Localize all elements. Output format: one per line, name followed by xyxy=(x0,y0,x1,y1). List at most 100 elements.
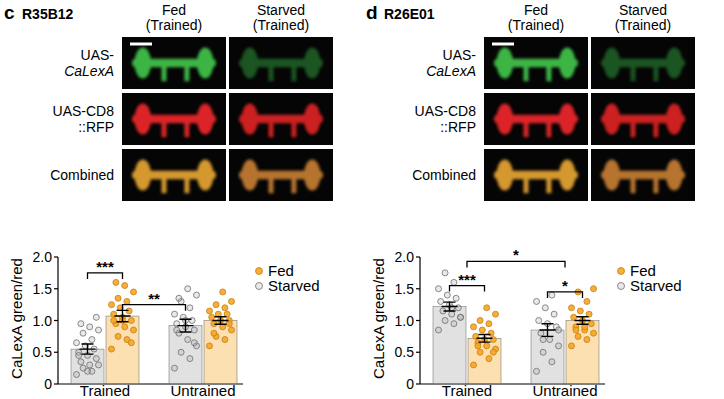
row-label: ::RFP xyxy=(78,119,114,135)
data-point xyxy=(194,292,200,298)
data-point xyxy=(547,337,553,343)
tissue-lobe xyxy=(496,103,513,134)
bar xyxy=(106,316,139,384)
data-point xyxy=(220,289,226,295)
tissue-stem xyxy=(291,119,296,137)
data-point xyxy=(551,311,557,317)
data-point xyxy=(569,343,575,349)
marks xyxy=(433,270,599,384)
y-tick xyxy=(54,288,58,289)
x-tick-label: Untrained xyxy=(532,382,597,399)
image-tissue xyxy=(494,47,578,81)
tissue-lobe xyxy=(241,47,258,78)
data-point xyxy=(444,292,450,298)
y-tick xyxy=(54,256,58,257)
image-tissue xyxy=(494,103,578,137)
y-tick-label: 2.0 xyxy=(33,249,53,265)
data-point xyxy=(493,311,499,317)
data-point xyxy=(185,337,191,343)
column-header: Starved xyxy=(257,2,305,18)
legend-marker xyxy=(256,283,263,290)
tissue-stem xyxy=(546,63,551,81)
y-tick xyxy=(416,288,420,289)
marks xyxy=(71,279,237,384)
y-tick-label: 0.5 xyxy=(33,344,53,360)
data-point xyxy=(185,286,191,292)
data-point xyxy=(131,327,137,333)
data-point xyxy=(591,330,597,336)
column-header: (Trained) xyxy=(146,17,202,33)
error-bar xyxy=(80,344,96,354)
tissue-lobe xyxy=(134,47,151,78)
data-point xyxy=(471,324,477,330)
y-tick-label: 1.5 xyxy=(395,281,415,297)
data-point xyxy=(575,333,581,339)
image-tissue xyxy=(239,159,323,193)
tissue-lobe xyxy=(304,47,321,78)
tissue-stem xyxy=(653,63,658,81)
y-tick xyxy=(54,352,58,353)
data-point xyxy=(78,359,84,365)
data-point xyxy=(584,298,590,304)
data-point xyxy=(93,314,99,320)
data-point xyxy=(451,321,457,327)
tissue-lobe xyxy=(603,159,620,190)
legend-marker xyxy=(618,268,625,275)
image-tissue xyxy=(601,47,685,81)
image-background xyxy=(229,149,333,201)
data-point xyxy=(569,305,575,311)
data-point xyxy=(490,337,496,343)
data-point xyxy=(80,330,86,336)
tissue-lobe xyxy=(666,103,683,134)
data-point xyxy=(122,324,128,330)
panel-d: dR26E01Fed(Trained)Starved(Trained)UAS-C… xyxy=(366,2,695,399)
data-point xyxy=(591,286,597,292)
data-point xyxy=(449,311,455,317)
tissue-lobe xyxy=(559,47,576,78)
tissue-stem xyxy=(524,119,529,137)
data-point xyxy=(207,343,213,349)
data-point xyxy=(488,330,494,336)
y-axis-label: CaLexA green/red xyxy=(370,258,387,379)
data-point xyxy=(438,298,444,304)
tissue-lobe xyxy=(666,47,683,78)
data-point xyxy=(113,279,119,285)
tissue-stem xyxy=(546,175,551,193)
scale-bar xyxy=(492,43,514,46)
data-point xyxy=(442,270,448,276)
data-point xyxy=(128,318,134,324)
data-point xyxy=(74,340,80,346)
row-label: Combined xyxy=(412,167,476,183)
tissue-stem xyxy=(269,63,274,81)
image-background xyxy=(122,93,226,145)
tissue-lobe xyxy=(197,159,214,190)
image-background xyxy=(484,93,588,145)
data-point xyxy=(222,337,228,343)
row-label: ::RFP xyxy=(440,119,476,135)
tissue-lobe xyxy=(559,159,576,190)
y-axis-label: CaLexA green/red xyxy=(8,258,25,379)
data-point xyxy=(573,327,579,333)
data-point xyxy=(74,371,80,377)
data-point xyxy=(540,337,546,343)
error-bar xyxy=(213,317,229,325)
bar xyxy=(468,338,501,384)
tissue-stem xyxy=(162,119,167,137)
row-label: CaLexA xyxy=(426,63,476,79)
image-background xyxy=(484,37,588,89)
image-tissue xyxy=(601,103,685,137)
tissue-stem xyxy=(291,63,296,81)
row-label: UAS- xyxy=(81,47,115,63)
column-header: Starved xyxy=(619,2,667,18)
data-point xyxy=(577,308,583,314)
image-tissue xyxy=(132,103,216,137)
data-point xyxy=(109,302,115,308)
data-point xyxy=(93,356,99,362)
significance-label: * xyxy=(513,246,519,263)
data-point xyxy=(549,359,555,365)
tissue-lobe xyxy=(666,159,683,190)
data-point xyxy=(178,349,184,355)
bar xyxy=(566,321,599,385)
data-point xyxy=(486,356,492,362)
data-point xyxy=(588,321,594,327)
